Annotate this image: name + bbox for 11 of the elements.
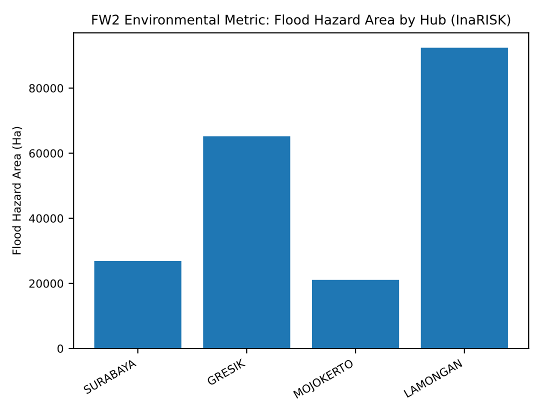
y-tick-label: 20000 [29,279,64,288]
bar [203,136,290,348]
y-tick-label: 60000 [29,149,64,158]
chart-title: FW2 Environmental Metric: Flood Hazard Area by Hub (InaRISK) [92,14,510,28]
y-tick-label: 40000 [29,214,64,223]
y-axis-title: Flood Hazard Area (Ha) [12,126,22,254]
bar [420,48,508,348]
y-tick-label: 80000 [29,84,64,93]
bar [94,260,182,348]
y-tick-label: 0 [58,344,64,353]
bar [312,280,400,348]
